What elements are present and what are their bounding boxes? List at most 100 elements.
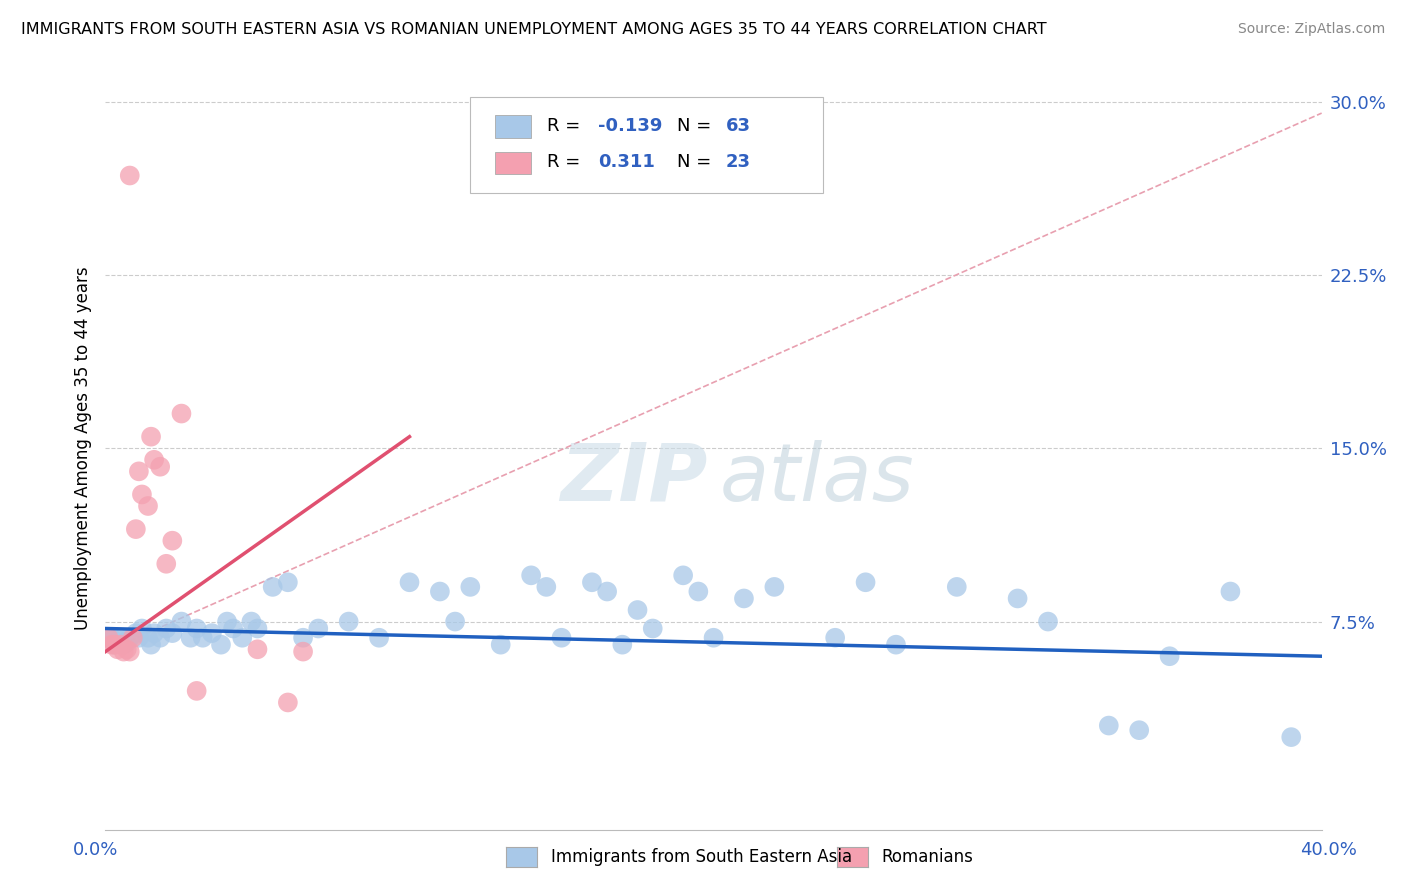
Text: atlas: atlas bbox=[720, 440, 914, 517]
Point bbox=[337, 615, 360, 629]
Text: -0.139: -0.139 bbox=[598, 117, 662, 135]
Point bbox=[186, 622, 208, 636]
Point bbox=[115, 642, 138, 657]
Point bbox=[191, 631, 214, 645]
Point bbox=[824, 631, 846, 645]
Point bbox=[429, 584, 451, 599]
Point bbox=[1219, 584, 1241, 599]
Point bbox=[170, 407, 193, 421]
Point bbox=[307, 622, 329, 636]
Point bbox=[1007, 591, 1029, 606]
Text: 0.311: 0.311 bbox=[598, 153, 655, 171]
Point bbox=[170, 615, 193, 629]
Point bbox=[945, 580, 967, 594]
Point bbox=[217, 615, 239, 629]
Point bbox=[1159, 649, 1181, 664]
Text: 0.0%: 0.0% bbox=[73, 840, 118, 858]
Text: IMMIGRANTS FROM SOUTH EASTERN ASIA VS ROMANIAN UNEMPLOYMENT AMONG AGES 35 TO 44 : IMMIGRANTS FROM SOUTH EASTERN ASIA VS RO… bbox=[21, 22, 1046, 37]
Point bbox=[1098, 718, 1121, 732]
Point bbox=[149, 631, 172, 645]
Y-axis label: Unemployment Among Ages 35 to 44 years: Unemployment Among Ages 35 to 44 years bbox=[73, 267, 91, 630]
Text: R =: R = bbox=[547, 117, 586, 135]
Point bbox=[110, 638, 132, 652]
Point bbox=[262, 580, 284, 594]
Point bbox=[277, 575, 299, 590]
Point bbox=[536, 580, 558, 594]
Point bbox=[292, 644, 315, 658]
Text: 40.0%: 40.0% bbox=[1301, 840, 1357, 858]
FancyBboxPatch shape bbox=[495, 152, 531, 175]
Point bbox=[121, 631, 143, 645]
Point bbox=[97, 631, 120, 645]
Point bbox=[368, 631, 391, 645]
Point bbox=[128, 464, 150, 478]
Point bbox=[702, 631, 725, 645]
Point bbox=[240, 615, 263, 629]
Point bbox=[107, 642, 129, 657]
Point bbox=[155, 622, 177, 636]
Point bbox=[118, 631, 141, 645]
Point bbox=[149, 459, 172, 474]
Point bbox=[112, 638, 135, 652]
Point bbox=[201, 626, 224, 640]
Text: 63: 63 bbox=[725, 117, 751, 135]
Point bbox=[1036, 615, 1059, 629]
Point bbox=[162, 626, 184, 640]
Point bbox=[143, 452, 166, 467]
Point bbox=[125, 522, 148, 536]
Point bbox=[162, 533, 184, 548]
Text: Source: ZipAtlas.com: Source: ZipAtlas.com bbox=[1237, 22, 1385, 37]
Point bbox=[763, 580, 786, 594]
Point bbox=[128, 631, 150, 645]
Text: N =: N = bbox=[678, 117, 717, 135]
Point bbox=[520, 568, 543, 582]
Point bbox=[641, 622, 664, 636]
Point bbox=[136, 631, 159, 645]
Point bbox=[143, 626, 166, 640]
Point bbox=[139, 430, 162, 444]
Point bbox=[277, 696, 299, 710]
Point bbox=[596, 584, 619, 599]
Point bbox=[884, 638, 907, 652]
Point bbox=[626, 603, 648, 617]
Point bbox=[550, 631, 572, 645]
Point bbox=[100, 631, 122, 645]
Point bbox=[97, 631, 120, 645]
Point bbox=[246, 622, 269, 636]
Point bbox=[231, 631, 253, 645]
Point bbox=[115, 635, 138, 649]
Point bbox=[139, 638, 162, 652]
Point bbox=[222, 622, 245, 636]
Point bbox=[131, 487, 153, 501]
Point bbox=[489, 638, 512, 652]
Point bbox=[855, 575, 877, 590]
Point bbox=[100, 638, 122, 652]
Point bbox=[458, 580, 481, 594]
Point bbox=[103, 638, 125, 652]
Text: Immigrants from South Eastern Asia: Immigrants from South Eastern Asia bbox=[551, 848, 852, 866]
Point bbox=[107, 633, 129, 648]
Point bbox=[125, 626, 148, 640]
FancyBboxPatch shape bbox=[470, 97, 823, 193]
Text: 23: 23 bbox=[725, 153, 751, 171]
Point bbox=[398, 575, 420, 590]
Point bbox=[1128, 723, 1150, 738]
Point bbox=[186, 684, 208, 698]
FancyBboxPatch shape bbox=[495, 115, 531, 138]
Point bbox=[444, 615, 467, 629]
Point bbox=[292, 631, 315, 645]
Point bbox=[581, 575, 603, 590]
Point bbox=[246, 642, 269, 657]
Point bbox=[155, 557, 177, 571]
Point bbox=[209, 638, 232, 652]
Point bbox=[118, 169, 141, 183]
Text: ZIP: ZIP bbox=[560, 440, 707, 517]
Point bbox=[180, 631, 202, 645]
Point bbox=[110, 631, 132, 645]
Point bbox=[112, 644, 135, 658]
Point bbox=[688, 584, 710, 599]
Text: Romanians: Romanians bbox=[882, 848, 973, 866]
Point bbox=[136, 499, 159, 513]
Text: N =: N = bbox=[678, 153, 717, 171]
Point bbox=[103, 638, 125, 652]
